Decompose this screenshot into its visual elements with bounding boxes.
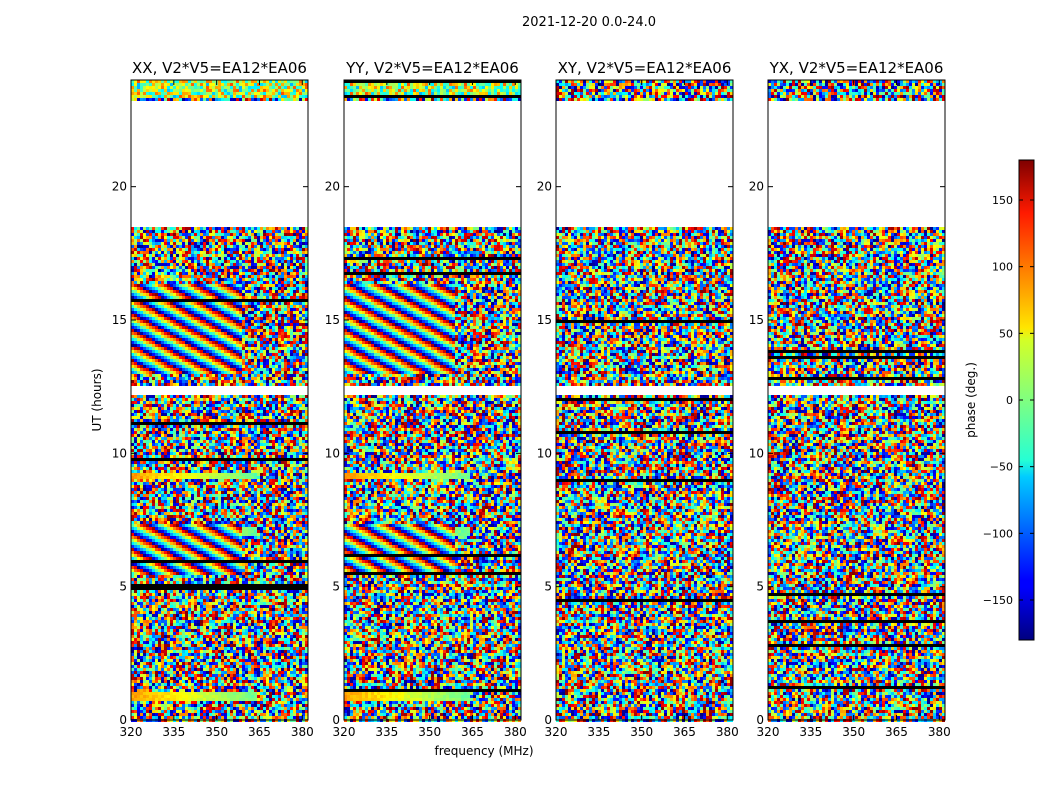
y-tick-label: 20	[112, 180, 127, 194]
y-tick-label: 15	[537, 313, 552, 327]
x-tick-label: 380	[291, 725, 314, 739]
y-tick-label: 0	[544, 713, 552, 727]
x-tick-label: 350	[418, 725, 441, 739]
figure-suptitle: 2021-12-20 0.0-24.0	[522, 15, 656, 30]
y-tick-label: 0	[756, 713, 764, 727]
y-tick-label: 5	[544, 580, 552, 594]
y-axis-label: UT (hours)	[90, 368, 104, 431]
y-tick-label: 10	[749, 446, 764, 460]
x-tick-label: 320	[545, 725, 568, 739]
panel-yy: YY, V2*V5=EA12*EA06 320 335 350 365 380 0 5 10 15…	[325, 59, 527, 739]
x-tick-label: 350	[630, 725, 653, 739]
panel-xy: XY, V2*V5=EA12*EA06 320 335 350 365 380 0 5 10 15…	[537, 59, 739, 739]
panel-xx: XX, V2*V5=EA12*EA06 320 335 350 365 380 0 5 10 15…	[112, 59, 314, 739]
x-tick-label: 335	[799, 725, 822, 739]
x-tick-label: 320	[757, 725, 780, 739]
colorbar-tick-label: −100	[983, 527, 1013, 540]
x-tick-label: 320	[333, 725, 356, 739]
y-tick-label: 20	[325, 180, 340, 194]
y-tick-label: 10	[537, 446, 552, 460]
figure: 2021-12-20 0.0-24.0 XX, V2*V5=EA12*EA06 3…	[0, 0, 1050, 800]
y-tick-label: 5	[332, 580, 340, 594]
y-tick-label: 10	[325, 446, 340, 460]
x-tick-label: 335	[587, 725, 610, 739]
x-tick-label: 335	[162, 725, 185, 739]
colorbar-tick-label: 150	[992, 194, 1013, 207]
colorbar-tick-label: −150	[983, 594, 1013, 607]
y-tick-label: 20	[537, 180, 552, 194]
heatmap-cells	[556, 80, 733, 722]
y-tick-label: 20	[749, 180, 764, 194]
colorbar-label: phase (deg.)	[964, 362, 978, 438]
y-tick-label: 0	[119, 713, 127, 727]
colorbar-tick-label: 50	[999, 327, 1013, 340]
y-tick-label: 10	[112, 446, 127, 460]
x-tick-label: 365	[885, 725, 908, 739]
colorbar: 150 100 50 0 −50 −100 −150 phase (deg.)	[964, 160, 1034, 640]
x-tick-label: 365	[248, 725, 271, 739]
panel-title: XY, V2*V5=EA12*EA06	[558, 59, 732, 77]
y-tick-label: 15	[749, 313, 764, 327]
panel-title: YX, V2*V5=EA12*EA06	[769, 59, 944, 77]
panel-title: XX, V2*V5=EA12*EA06	[132, 59, 307, 77]
y-tick-label: 15	[325, 313, 340, 327]
y-tick-label: 15	[112, 313, 127, 327]
x-tick-label: 365	[673, 725, 696, 739]
x-tick-label: 350	[842, 725, 865, 739]
x-tick-label: 335	[375, 725, 398, 739]
x-tick-label: 380	[504, 725, 527, 739]
panel-yx: YX, V2*V5=EA12*EA06 320 335 350 365 380 0 5 10 15…	[749, 59, 951, 739]
heatmap-cells	[131, 80, 308, 722]
colorbar-tick-label: −50	[990, 461, 1013, 474]
heatmap-cells	[344, 80, 521, 722]
x-tick-label: 320	[120, 725, 143, 739]
colorbar-tick-label: 100	[992, 261, 1013, 274]
heatmap-cells	[768, 80, 945, 722]
colorbar-tick-label: 0	[1006, 394, 1013, 407]
panels: XX, V2*V5=EA12*EA06 320 335 350 365 380 0 5 10 15…	[112, 59, 951, 739]
x-tick-label: 380	[716, 725, 739, 739]
y-tick-label: 5	[119, 580, 127, 594]
x-axis-label: frequency (MHz)	[434, 744, 533, 758]
x-tick-label: 380	[928, 725, 951, 739]
panel-title: YY, V2*V5=EA12*EA06	[345, 59, 519, 77]
y-tick-label: 5	[756, 580, 764, 594]
x-tick-label: 365	[461, 725, 484, 739]
x-tick-label: 350	[205, 725, 228, 739]
y-tick-label: 0	[332, 713, 340, 727]
